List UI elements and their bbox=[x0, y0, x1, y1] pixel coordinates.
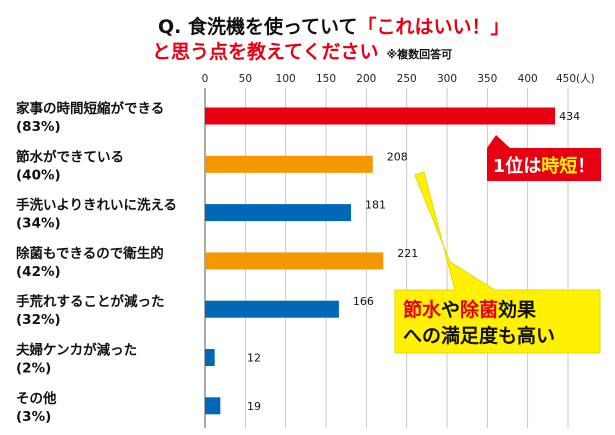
value-label: 12 bbox=[247, 352, 261, 365]
category-label: 手荒れすることが減った bbox=[16, 293, 165, 310]
category-label: 手洗いよりきれいに洗える bbox=[16, 197, 177, 214]
category-pct-label: (34%) bbox=[16, 216, 61, 232]
value-label: 181 bbox=[365, 199, 386, 212]
callout-first-place: 1位は時短！ bbox=[487, 135, 601, 181]
chart-title-line2: と思う点を教えてください ※複数回答可 bbox=[152, 40, 452, 63]
x-tick-label: 350 bbox=[477, 73, 497, 85]
callout-second-c: 除菌 bbox=[460, 298, 498, 321]
callout-second-d: 効果 bbox=[498, 298, 536, 321]
x-tick-label: 50 bbox=[239, 73, 252, 85]
x-tick-label: 200 bbox=[356, 73, 376, 85]
bar-6 bbox=[205, 349, 215, 366]
bar-5 bbox=[205, 300, 339, 318]
bar-layer bbox=[205, 107, 556, 415]
x-tick-label: 100 bbox=[276, 73, 296, 85]
callout-first-c: ！ bbox=[577, 156, 595, 177]
x-tick-label: 250 bbox=[397, 73, 417, 85]
value-label: 434 bbox=[559, 110, 580, 123]
title-note: ※複数回答可 bbox=[386, 47, 452, 61]
value-label: 208 bbox=[387, 150, 408, 163]
category-pct-label: (42%) bbox=[16, 264, 61, 280]
axis-layer: 0 50 100 150 200 250 300 350 400 450(人) 家事の時間短縮ができ… bbox=[16, 73, 595, 428]
bar-1 bbox=[205, 107, 556, 125]
callout-first-text: 1位は時短！ bbox=[493, 155, 596, 177]
callout-first-shape bbox=[487, 135, 601, 181]
value-label: 19 bbox=[247, 400, 261, 413]
callout-second-line2: への満足度も高い bbox=[403, 324, 555, 347]
bar-4 bbox=[205, 252, 384, 270]
category-pct-label: (83%) bbox=[16, 119, 61, 135]
callout-second-line1: 節水や除菌効果 bbox=[403, 298, 536, 321]
category-pct-label: (3%) bbox=[16, 409, 51, 425]
title-highlight: 「これはいい！」 bbox=[357, 15, 509, 38]
value-label: 221 bbox=[397, 247, 418, 260]
callout-first-b: 時短 bbox=[541, 155, 577, 177]
callout-second-b: や bbox=[441, 299, 460, 321]
category-label: その他 bbox=[16, 390, 57, 407]
category-label: 節水ができている bbox=[16, 148, 124, 165]
x-tick-label: 300 bbox=[437, 73, 457, 85]
x-tick-label: 400 bbox=[518, 73, 538, 85]
callout-first-a: 1位は bbox=[493, 155, 542, 177]
category-pct-label: (40%) bbox=[16, 167, 61, 183]
category-label: 除菌もできるので衛生的 bbox=[16, 245, 164, 262]
title-prefix: Q. 食洗機を使っていて bbox=[158, 15, 357, 38]
x-unit-label: 450(人) bbox=[556, 73, 595, 85]
category-label: 夫婦ケンカが減った bbox=[16, 342, 137, 359]
callout-second-shape bbox=[394, 171, 601, 354]
bar-2 bbox=[205, 155, 373, 173]
value-label: 166 bbox=[353, 295, 374, 308]
x-tick-label: 150 bbox=[316, 73, 336, 85]
title-line2: と思う点を教えてください bbox=[152, 40, 378, 63]
category-pct-label: (32%) bbox=[16, 312, 61, 328]
category-pct-label: (2%) bbox=[16, 361, 51, 377]
chart-title-line1: Q. 食洗機を使っていて「これはいい！」 bbox=[158, 15, 509, 38]
callout-second-a: 節水 bbox=[403, 298, 442, 321]
bar-7 bbox=[205, 397, 221, 415]
x-tick-label: 0 bbox=[202, 73, 209, 85]
category-label: 家事の時間短縮ができる bbox=[16, 100, 164, 117]
bar-3 bbox=[205, 204, 352, 222]
callout-water-sanitize: 節水や除菌効果 への満足度も高い bbox=[394, 171, 601, 354]
